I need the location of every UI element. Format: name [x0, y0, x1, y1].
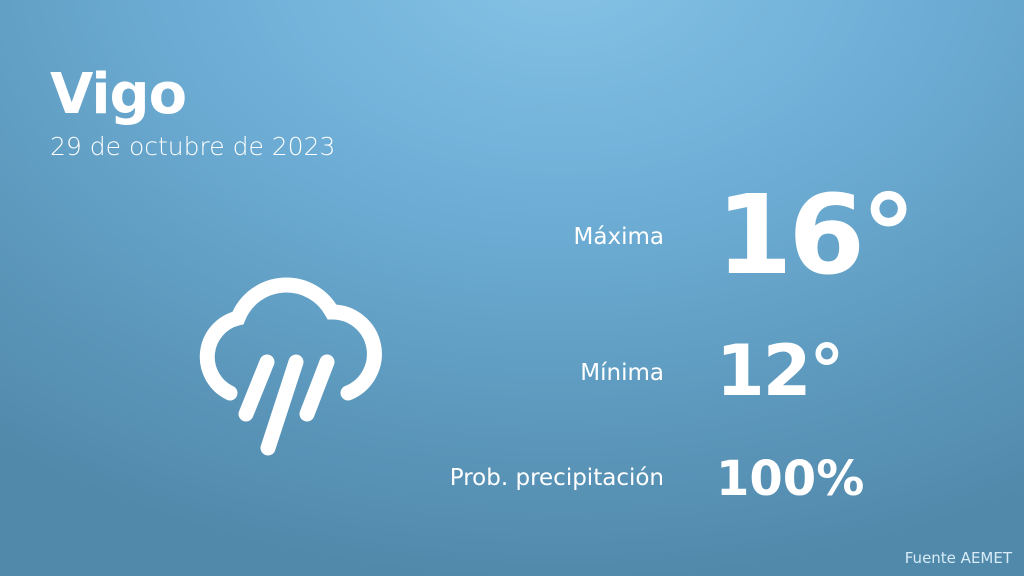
rain-drop-line	[260, 354, 304, 456]
min-temp-label: Mínima	[580, 360, 664, 386]
rain-drop-line	[299, 354, 335, 422]
min-temp-value: 12°	[716, 330, 844, 412]
rain-drop-line	[238, 354, 275, 422]
precip-prob-value: 100%	[716, 451, 865, 507]
city-name: Vigo	[50, 62, 187, 127]
cloud-outline	[199, 277, 382, 401]
max-temp-label: Máxima	[573, 224, 664, 250]
forecast-date: 29 de octubre de 2023	[50, 132, 336, 161]
precip-prob-label: Prob. precipitación	[449, 465, 664, 491]
data-source: Fuente AEMET	[904, 549, 1012, 567]
max-temp-value: 16°	[716, 171, 916, 299]
